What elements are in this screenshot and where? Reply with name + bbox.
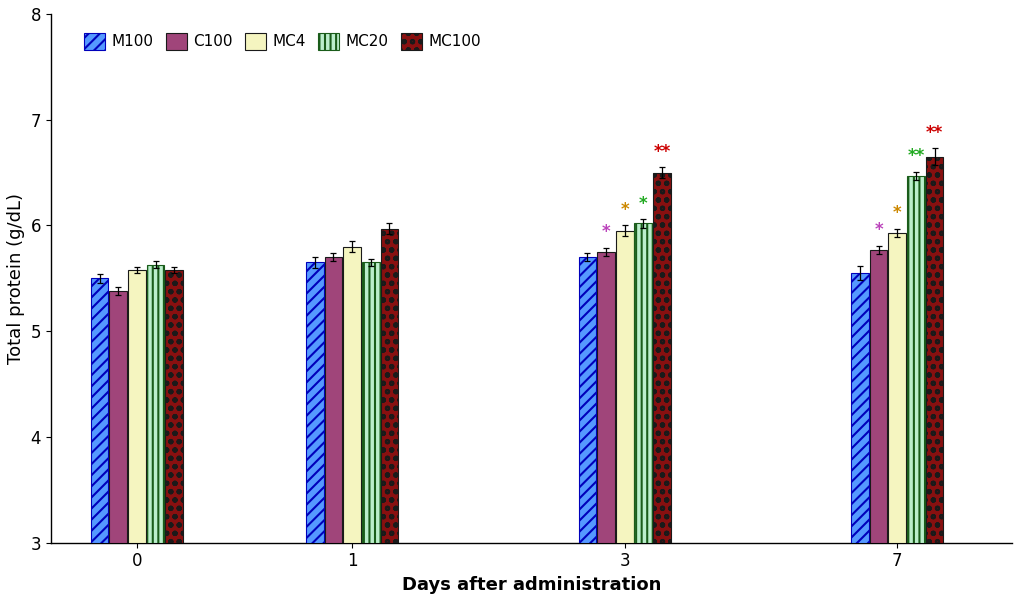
Bar <box>91 278 108 543</box>
Text: **: ** <box>653 143 671 161</box>
Text: *: * <box>893 204 902 222</box>
Bar <box>362 263 380 543</box>
Text: **: ** <box>907 147 924 165</box>
Bar <box>579 257 596 543</box>
Y-axis label: Total protein (g/dL): Total protein (g/dL) <box>7 193 24 364</box>
Bar <box>306 263 324 543</box>
Text: *: * <box>602 224 610 242</box>
Bar <box>325 257 342 543</box>
X-axis label: Days after administration: Days after administration <box>401 576 661 594</box>
Bar <box>165 270 183 543</box>
Bar <box>907 175 925 543</box>
Bar <box>147 264 164 543</box>
Bar <box>128 270 146 543</box>
Bar <box>597 252 614 543</box>
Bar <box>889 233 906 543</box>
Text: **: ** <box>926 124 944 142</box>
Bar <box>109 291 127 543</box>
Bar <box>925 157 944 543</box>
Bar <box>851 273 869 543</box>
Text: *: * <box>621 201 629 219</box>
Bar <box>635 224 652 543</box>
Bar <box>870 250 888 543</box>
Bar <box>343 246 361 543</box>
Text: *: * <box>639 195 648 213</box>
Text: *: * <box>874 221 882 239</box>
Bar <box>380 228 398 543</box>
Legend: M100, C100, MC4, MC20, MC100: M100, C100, MC4, MC20, MC100 <box>77 27 487 56</box>
Bar <box>653 172 671 543</box>
Bar <box>615 231 634 543</box>
